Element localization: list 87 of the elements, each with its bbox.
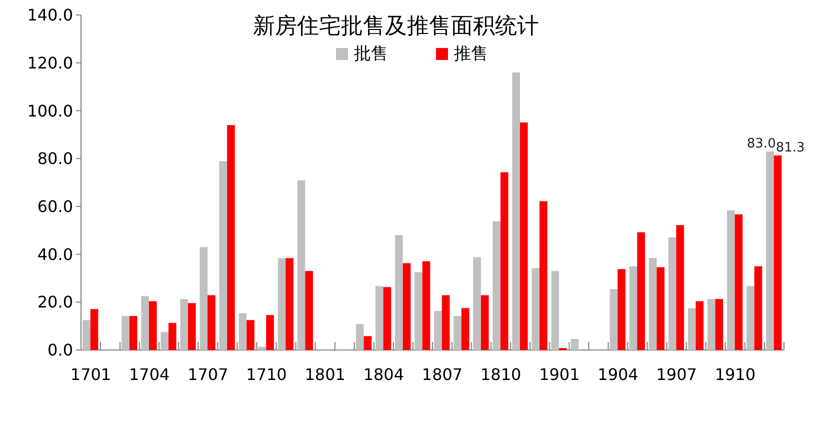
x-tick-label: 1710	[246, 365, 287, 384]
bar	[414, 272, 422, 350]
bar	[129, 316, 138, 350]
bar	[434, 310, 442, 350]
x-tick-label: 1807	[422, 365, 463, 384]
x-tick-label: 1901	[539, 365, 580, 384]
x-tick-label: 1704	[128, 365, 170, 384]
bar	[676, 225, 684, 350]
bar	[532, 268, 540, 350]
y-tick-label: 140.0	[27, 6, 73, 25]
y-tick-label: 60.0	[37, 197, 73, 216]
bar	[82, 320, 90, 350]
legend-label: 批售	[354, 44, 388, 64]
y-tick-label: 0.0	[48, 340, 73, 360]
bar	[278, 258, 286, 350]
bar	[305, 271, 313, 350]
bar	[286, 258, 294, 350]
legend-label: 推售	[454, 44, 488, 64]
bar	[473, 257, 481, 350]
bar	[618, 269, 626, 350]
chart-title: 新房住宅批售及推售面积统计	[253, 14, 539, 39]
bar	[696, 301, 704, 350]
bar	[375, 286, 384, 350]
x-tick-label: 1701	[70, 365, 112, 384]
bar	[246, 320, 254, 350]
bar	[238, 313, 247, 350]
bar	[188, 303, 196, 350]
bar	[500, 172, 508, 350]
x-tick-label: 1804	[363, 365, 404, 384]
bar	[668, 237, 676, 350]
bar	[520, 122, 528, 350]
bar	[754, 266, 762, 350]
bar	[715, 299, 724, 350]
bar	[688, 308, 696, 350]
bar	[180, 299, 188, 350]
y-tick-label: 80.0	[37, 149, 73, 168]
y-tick-label: 40.0	[37, 244, 73, 264]
bar	[219, 161, 228, 350]
bar	[570, 338, 579, 350]
bar	[461, 308, 470, 350]
bar	[383, 287, 392, 350]
bar	[160, 332, 168, 350]
bar	[402, 263, 411, 350]
bar	[774, 155, 782, 350]
x-tick-label: 1801	[304, 365, 346, 384]
x-tick-label: 1810	[480, 365, 522, 384]
bar	[707, 299, 716, 350]
x-tick-label: 1907	[656, 365, 697, 384]
bar	[141, 296, 149, 350]
bar	[442, 295, 450, 350]
bar	[726, 210, 735, 350]
bar	[208, 295, 216, 350]
x-tick-label: 1910	[714, 365, 756, 384]
bar	[551, 271, 560, 350]
bar	[766, 151, 774, 350]
y-tick-label: 120.0	[27, 53, 73, 72]
bar	[629, 266, 638, 350]
data-label: 83.0	[746, 136, 776, 152]
bar	[480, 295, 489, 350]
bar	[512, 72, 520, 350]
y-tick-label: 20.0	[37, 292, 73, 312]
bar	[266, 315, 274, 350]
bar	[364, 336, 372, 350]
y-tick-label: 100.0	[27, 101, 73, 120]
bar	[734, 214, 743, 350]
bar	[648, 258, 657, 350]
bar	[637, 232, 645, 350]
x-tick-label: 1707	[188, 365, 228, 384]
bar	[356, 324, 364, 350]
x-tick-label: 1904	[598, 365, 638, 384]
bar	[148, 301, 157, 350]
bar	[422, 261, 430, 350]
bar	[395, 235, 403, 350]
bar	[168, 322, 176, 350]
bar	[656, 267, 664, 350]
bar	[454, 316, 462, 350]
bar	[258, 346, 266, 350]
bar	[540, 201, 548, 350]
bar	[122, 316, 130, 350]
data-label: 81.3	[776, 140, 805, 156]
bar	[610, 288, 618, 350]
bar	[746, 286, 754, 350]
bar	[90, 309, 98, 350]
bar	[227, 125, 235, 350]
bar	[297, 180, 306, 350]
bar	[200, 247, 208, 350]
bar	[492, 221, 500, 350]
